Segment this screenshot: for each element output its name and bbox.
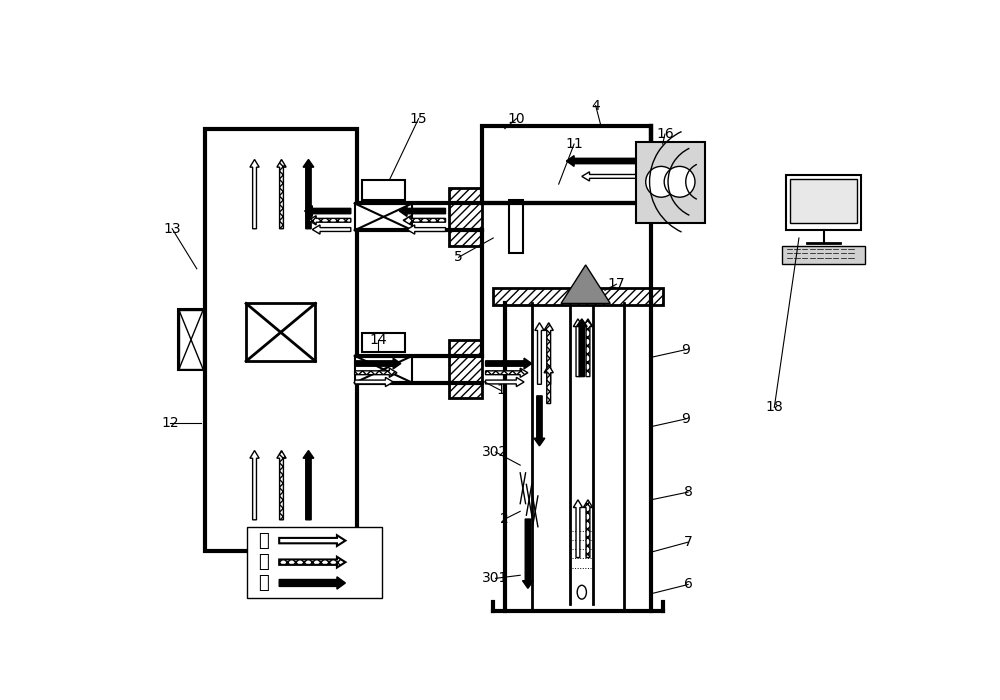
Bar bbox=[179, 310, 203, 369]
FancyArrow shape bbox=[523, 519, 533, 588]
Text: 9: 9 bbox=[681, 412, 690, 426]
Text: 13: 13 bbox=[163, 222, 181, 236]
FancyArrow shape bbox=[582, 172, 636, 181]
FancyArrow shape bbox=[250, 451, 259, 520]
FancyArrow shape bbox=[399, 206, 446, 216]
Bar bbox=[449, 188, 482, 246]
Text: 7: 7 bbox=[684, 536, 692, 550]
Bar bbox=[786, 175, 861, 230]
Bar bbox=[357, 356, 482, 383]
Circle shape bbox=[664, 167, 695, 197]
Text: 301: 301 bbox=[482, 571, 509, 585]
FancyArrow shape bbox=[303, 451, 314, 520]
Text: 2: 2 bbox=[500, 512, 509, 526]
Text: 15: 15 bbox=[410, 111, 427, 126]
FancyArrow shape bbox=[566, 155, 636, 167]
Bar bbox=[449, 340, 482, 398]
Text: 10: 10 bbox=[508, 111, 525, 126]
FancyArrow shape bbox=[312, 225, 351, 234]
FancyArrow shape bbox=[279, 556, 345, 568]
FancyArrow shape bbox=[534, 396, 545, 446]
Bar bbox=[509, 199, 523, 253]
FancyArrow shape bbox=[355, 358, 401, 369]
Bar bbox=[362, 332, 405, 352]
FancyArrow shape bbox=[544, 365, 553, 403]
Text: 14: 14 bbox=[369, 333, 387, 347]
Bar bbox=[205, 129, 357, 551]
Ellipse shape bbox=[577, 585, 586, 599]
Bar bbox=[782, 246, 865, 264]
Bar bbox=[482, 126, 651, 203]
Text: 水: 水 bbox=[258, 574, 269, 592]
Text: 5: 5 bbox=[454, 251, 463, 264]
Bar bbox=[178, 309, 205, 370]
FancyArrow shape bbox=[486, 358, 532, 369]
Polygon shape bbox=[561, 265, 610, 304]
FancyArrow shape bbox=[279, 536, 345, 546]
Bar bbox=[493, 288, 663, 305]
FancyArrow shape bbox=[535, 323, 544, 384]
FancyArrow shape bbox=[583, 319, 593, 377]
FancyArrow shape bbox=[279, 577, 345, 589]
FancyArrow shape bbox=[277, 451, 286, 520]
Bar bbox=[355, 356, 412, 383]
Bar bbox=[246, 304, 315, 361]
Text: 12: 12 bbox=[161, 416, 179, 430]
Text: 8: 8 bbox=[684, 485, 692, 499]
FancyArrow shape bbox=[573, 319, 583, 377]
FancyArrow shape bbox=[573, 500, 583, 557]
Text: 油: 油 bbox=[258, 553, 269, 571]
Text: 16: 16 bbox=[656, 127, 674, 141]
Bar bbox=[636, 141, 705, 223]
FancyArrow shape bbox=[355, 368, 397, 377]
FancyArrow shape bbox=[576, 319, 587, 377]
FancyArrow shape bbox=[305, 206, 351, 216]
FancyArrow shape bbox=[355, 377, 393, 386]
Text: 6: 6 bbox=[684, 578, 692, 592]
Bar bbox=[790, 178, 857, 223]
Bar bbox=[357, 203, 482, 230]
FancyArrow shape bbox=[277, 160, 286, 229]
FancyArrow shape bbox=[250, 160, 259, 229]
FancyArrow shape bbox=[407, 225, 446, 234]
FancyArrow shape bbox=[583, 500, 593, 557]
FancyArrow shape bbox=[303, 160, 314, 229]
FancyArrow shape bbox=[544, 323, 553, 384]
Text: 1: 1 bbox=[497, 384, 505, 398]
Text: 11: 11 bbox=[565, 137, 583, 151]
Bar bbox=[362, 180, 405, 200]
Text: 气: 气 bbox=[258, 531, 269, 550]
Text: 302: 302 bbox=[482, 445, 509, 459]
Bar bbox=[355, 203, 412, 230]
Bar bbox=[247, 526, 382, 598]
Text: 9: 9 bbox=[681, 343, 690, 357]
Text: 4: 4 bbox=[591, 99, 600, 113]
Text: 17: 17 bbox=[608, 277, 625, 291]
FancyArrow shape bbox=[486, 368, 528, 377]
Text: 18: 18 bbox=[765, 400, 783, 414]
FancyArrow shape bbox=[403, 216, 446, 225]
FancyArrow shape bbox=[486, 377, 524, 386]
Circle shape bbox=[646, 167, 677, 197]
FancyArrow shape bbox=[308, 216, 351, 225]
